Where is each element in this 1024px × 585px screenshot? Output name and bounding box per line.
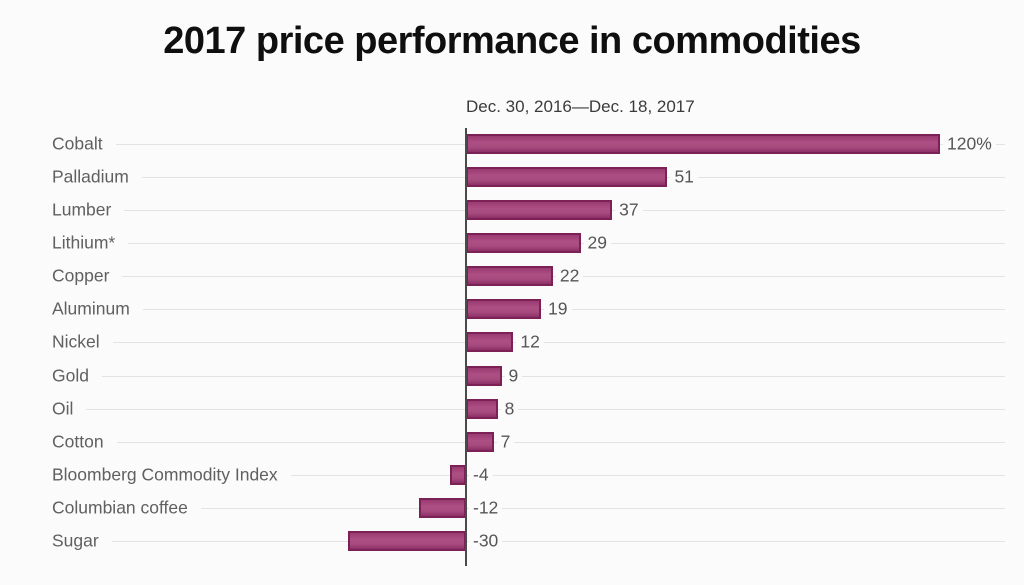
value-label: -4 xyxy=(469,463,493,487)
value-label: -30 xyxy=(469,529,503,553)
value-bar xyxy=(466,299,542,320)
chart-row: Cotton 7 xyxy=(0,425,1024,458)
value-bar xyxy=(418,498,466,519)
row-gridline xyxy=(40,508,1005,510)
chart-row: Palladium 51 xyxy=(0,160,1024,193)
category-label: Lumber xyxy=(40,198,125,222)
category-label: Bloomberg Commodity Index xyxy=(40,463,291,487)
category-label: Gold xyxy=(40,364,102,388)
chart-row: Cobalt 120% xyxy=(0,127,1024,160)
category-label: Oil xyxy=(40,397,87,421)
value-label: 7 xyxy=(496,430,515,454)
value-label: 8 xyxy=(500,397,519,421)
value-label: -12 xyxy=(469,496,503,520)
category-label: Nickel xyxy=(40,330,113,354)
chart-row: Gold 9 xyxy=(0,359,1024,392)
category-label: Sugar xyxy=(40,529,112,553)
category-label: Columbian coffee xyxy=(40,496,201,520)
value-bar xyxy=(466,365,502,386)
chart-row: Sugar -30 xyxy=(0,525,1024,558)
row-gridline xyxy=(40,375,1005,377)
baseline-axis xyxy=(465,128,467,566)
category-label: Lithium* xyxy=(40,231,129,255)
value-bar xyxy=(466,133,940,154)
category-label: Copper xyxy=(40,264,123,288)
row-gridline xyxy=(40,441,1005,443)
row-gridline xyxy=(40,475,1005,477)
value-bar xyxy=(347,531,466,552)
value-label: 37 xyxy=(615,198,643,222)
value-bar xyxy=(450,465,466,486)
value-label: 9 xyxy=(504,364,523,388)
chart-row: Bloomberg Commodity Index -4 xyxy=(0,459,1024,492)
value-label: 19 xyxy=(544,297,572,321)
chart-row: Aluminum 19 xyxy=(0,293,1024,326)
value-bar xyxy=(466,431,494,452)
category-label: Aluminum xyxy=(40,297,143,321)
value-label: 12 xyxy=(516,330,544,354)
value-bar xyxy=(466,199,613,220)
value-bar xyxy=(466,233,581,253)
value-bar xyxy=(466,166,668,187)
value-bar xyxy=(466,332,514,353)
value-label: 22 xyxy=(555,264,584,288)
value-label: 120% xyxy=(943,132,996,156)
category-label: Cobalt xyxy=(40,132,116,156)
row-gridline xyxy=(40,408,1005,410)
chart-title: 2017 price performance in commodities xyxy=(163,20,861,62)
chart-row: Lithium* 29 xyxy=(0,226,1024,259)
chart-subtitle: Dec. 30, 2016—Dec. 18, 2017 xyxy=(466,97,695,116)
category-label: Palladium xyxy=(40,165,142,189)
chart-row: Lumber 37 xyxy=(0,193,1024,226)
value-label: 29 xyxy=(583,231,612,255)
chart-row: Nickel 12 xyxy=(0,326,1024,359)
row-gridline xyxy=(40,541,1005,543)
chart-row: Copper 22 xyxy=(0,260,1024,293)
chart-row: Columbian coffee -12 xyxy=(0,492,1024,525)
value-bar xyxy=(466,398,498,419)
value-label: 51 xyxy=(670,165,698,189)
chart-row: Oil 8 xyxy=(0,392,1024,425)
category-label: Cotton xyxy=(40,430,117,454)
value-bar xyxy=(466,266,553,287)
